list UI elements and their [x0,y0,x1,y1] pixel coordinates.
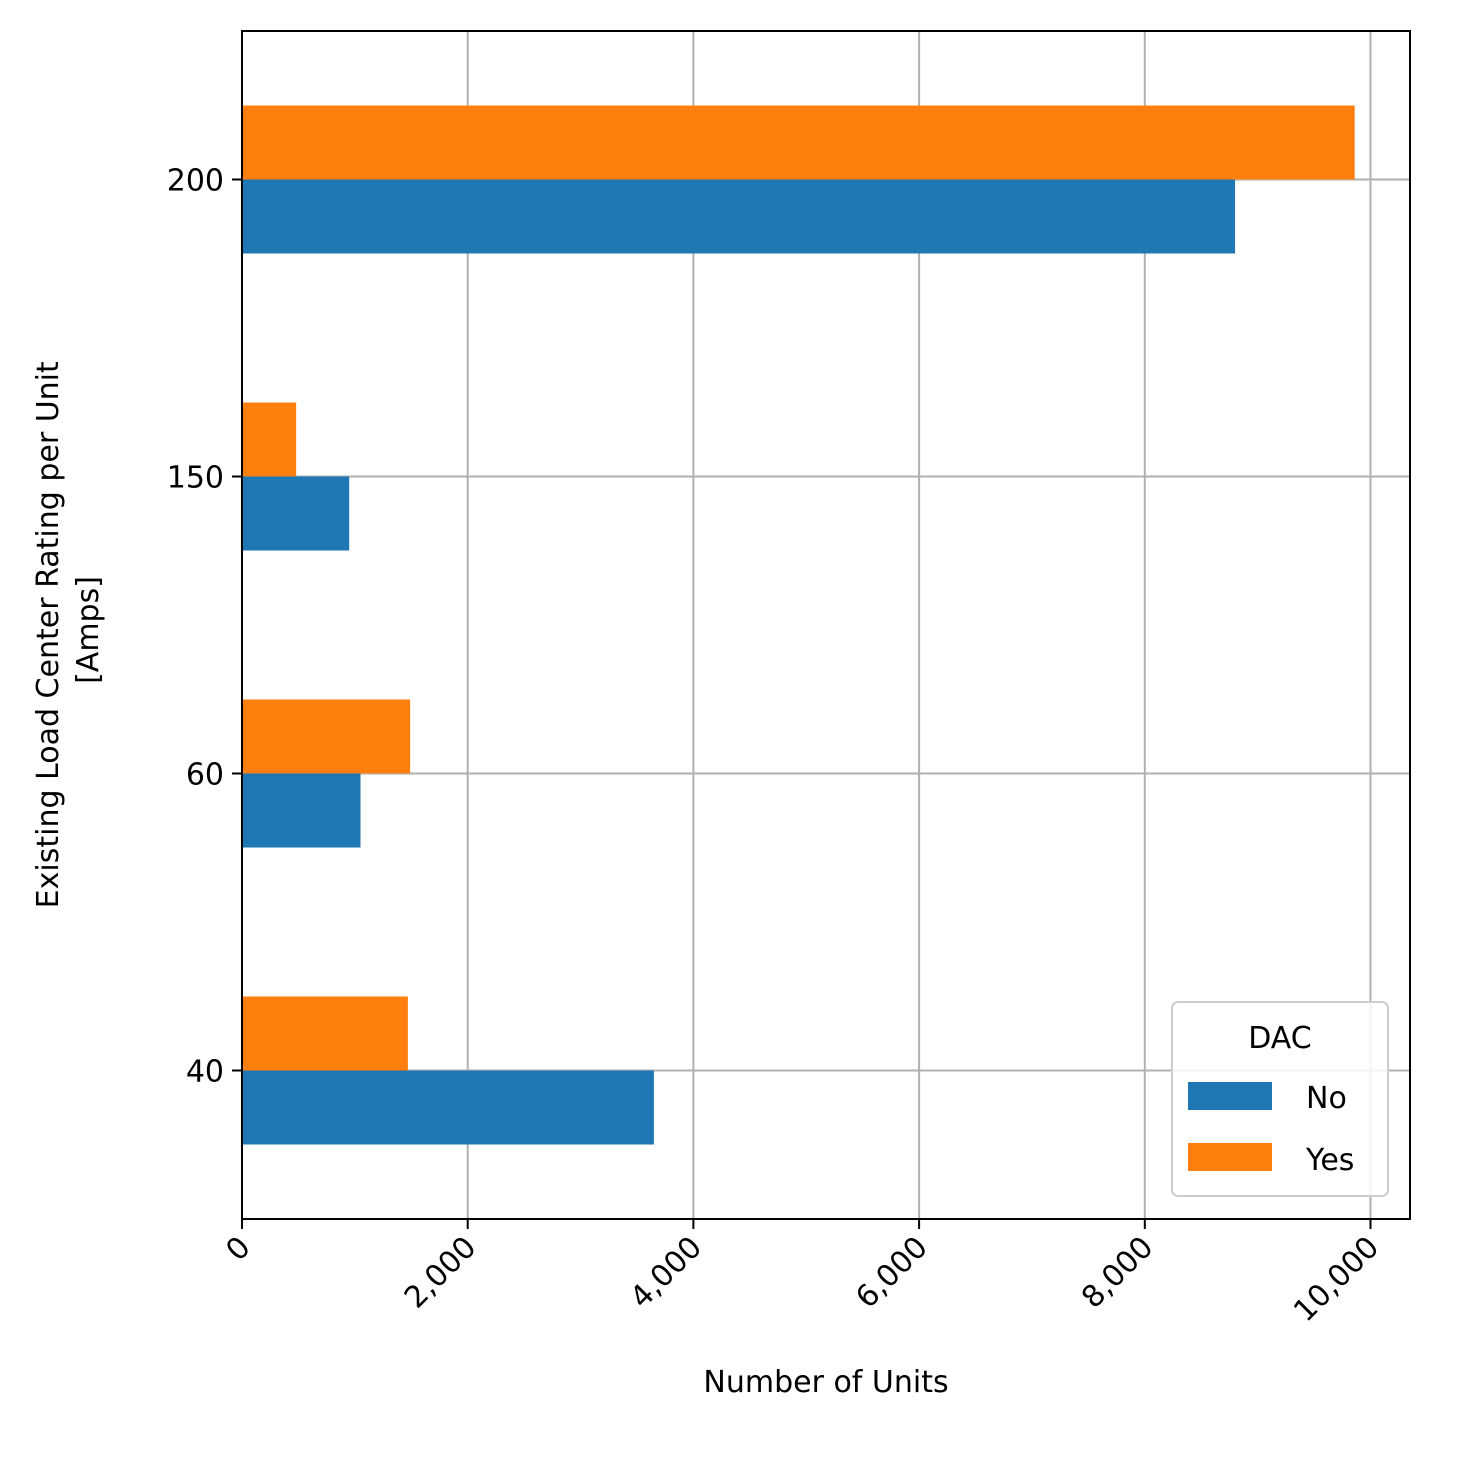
plot-frame [241,30,1411,1220]
bars [242,105,1355,1145]
x-tick-label: 4,000 [624,1230,709,1315]
x-axis-title: Number of Units [703,1365,948,1400]
x-tick-label: 6,000 [849,1230,934,1315]
bar-no-40 [242,1070,654,1145]
bar-no-60 [242,773,361,848]
x-tick-label: 8,000 [1075,1230,1160,1315]
y-tick-label: 40 [186,1055,224,1090]
y-axis: 40 60 150 200 [167,164,242,1090]
legend-swatch-no [1188,1082,1272,1110]
legend-label-no: No [1306,1081,1347,1116]
y-axis-title-line-2: [Amps] [71,576,106,684]
legend-title: DAC [1248,1021,1312,1056]
legend-swatch-yes [1188,1143,1272,1171]
legend-label-yes: Yes [1305,1143,1354,1178]
y-tick-label: 60 [186,758,224,793]
bar-yes-200 [242,105,1355,180]
bar-yes-40 [242,996,408,1071]
y-axis-title: Existing Load Center Rating per Unit [Am… [31,352,106,909]
bar-no-200 [242,179,1236,254]
x-tick-label: 2,000 [398,1230,483,1315]
x-axis: 0 2,000 4,000 6,000 8,000 10,000 [219,1219,1386,1329]
y-axis-title-line-1: Existing Load Center Rating per Unit [31,361,66,908]
bar-yes-60 [242,699,411,774]
x-tick-label: 10,000 [1287,1230,1386,1329]
x-tick-label: 0 [219,1230,257,1268]
bar-yes-150 [242,402,297,477]
y-tick-label: 150 [167,461,224,496]
y-tick-label: 200 [167,164,224,199]
bar-no-150 [242,476,350,551]
legend: DAC No Yes [1171,1001,1389,1197]
